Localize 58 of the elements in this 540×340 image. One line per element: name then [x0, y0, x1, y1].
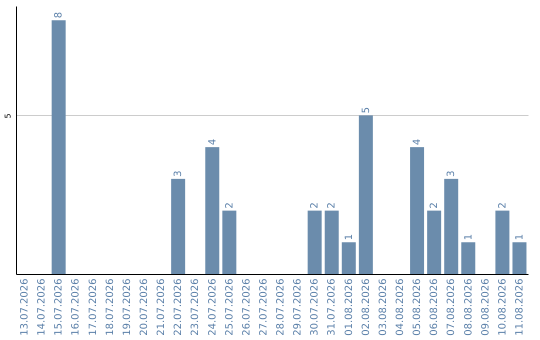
x-tick-label: 16.07.2026	[70, 278, 82, 336]
x-tick-label: 15.07.2026	[54, 278, 65, 336]
x-tick-label: 13.07.2026	[20, 278, 31, 336]
data-label: 1	[344, 234, 355, 240]
x-tick-label: 23.07.2026	[190, 278, 202, 336]
x-tick-label: 14.07.2026	[36, 278, 48, 336]
bar	[461, 242, 476, 274]
bar	[324, 210, 339, 274]
bar	[222, 210, 236, 274]
x-tick-label: 28.07.2026	[276, 278, 287, 336]
bar	[171, 178, 186, 274]
bar	[308, 210, 322, 274]
x-tick-label: 02.08.2026	[360, 278, 372, 336]
x-tick-label: 22.07.2026	[173, 278, 184, 336]
x-tick-label: 21.07.2026	[156, 278, 168, 336]
data-label: 2	[429, 202, 440, 209]
data-label: 3	[446, 170, 458, 177]
bar	[427, 210, 442, 274]
x-tick-label: 30.07.2026	[310, 278, 321, 336]
data-label: 2	[326, 202, 338, 209]
x-tick-label: 01.08.2026	[344, 278, 355, 336]
data-label: 2	[497, 202, 508, 209]
x-tick-label: 19.07.2026	[122, 278, 133, 336]
x-tick-label: 26.07.2026	[241, 278, 252, 336]
x-tick-label: 08.08.2026	[463, 278, 474, 336]
x-tick-label: 31.07.2026	[326, 278, 338, 336]
x-tick-label: 04.08.2026	[395, 278, 406, 336]
data-label: 2	[310, 202, 321, 209]
bar	[444, 178, 458, 274]
data-label: 4	[207, 138, 218, 146]
bar	[342, 242, 356, 274]
data-label: 1	[463, 234, 474, 240]
data-label: 4	[412, 138, 424, 146]
bar	[205, 147, 220, 274]
x-tick-label: 17.07.2026	[88, 278, 99, 336]
data-label: 1	[514, 234, 526, 240]
bar	[410, 147, 424, 274]
bar	[495, 210, 510, 274]
data-label: 3	[173, 170, 184, 177]
x-tick-label: 09.08.2026	[480, 278, 492, 336]
x-tick-label: 24.07.2026	[207, 278, 218, 336]
x-tick-label: 20.07.2026	[139, 278, 150, 336]
data-label: 2	[224, 202, 236, 209]
x-tick-label: 06.08.2026	[429, 278, 440, 336]
x-tick-label: 25.07.2026	[224, 278, 236, 336]
x-tick-label: 29.07.2026	[292, 278, 304, 336]
data-label: 5	[360, 107, 372, 114]
bar	[52, 20, 66, 274]
data-label: 8	[54, 12, 65, 18]
x-tick-label: 11.08.2026	[514, 278, 526, 336]
x-tick-label: 07.08.2026	[446, 278, 458, 336]
bar	[358, 115, 373, 274]
x-tick-label: 27.07.2026	[258, 278, 270, 336]
x-tick-label: 05.08.2026	[412, 278, 424, 336]
x-tick-label: 18.07.2026	[104, 278, 116, 336]
x-tick-label: 10.08.2026	[497, 278, 508, 336]
bar	[512, 242, 526, 274]
x-tick-label: 03.08.2026	[378, 278, 389, 336]
